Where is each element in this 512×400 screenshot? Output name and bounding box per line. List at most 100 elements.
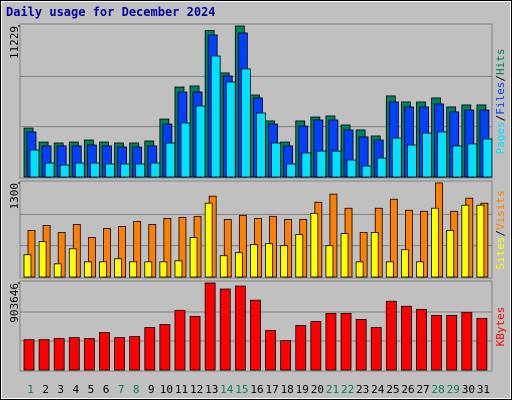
x-tick-label: 4 (73, 383, 80, 396)
bar (401, 305, 412, 371)
x-tick-label: 28 (432, 383, 445, 396)
x-tick-label: 7 (118, 383, 125, 396)
x-tick-label: 14 (220, 383, 234, 396)
bar (53, 263, 62, 278)
bar (44, 162, 55, 178)
x-tick-label: 24 (371, 383, 385, 396)
bar (359, 232, 368, 278)
legend: Pages/Files/Hits (494, 49, 507, 155)
bar (250, 244, 258, 278)
bar (23, 254, 32, 278)
x-tick-label: 19 (296, 383, 309, 396)
x-tick-label: 20 (311, 383, 324, 396)
x-tick-label: 9 (148, 383, 155, 396)
bar (180, 122, 191, 178)
bar (83, 261, 92, 278)
bar (23, 339, 35, 371)
bar (376, 157, 387, 178)
bar (461, 311, 473, 371)
bar (401, 249, 409, 278)
bar (135, 163, 146, 178)
bar (391, 137, 402, 178)
bar (431, 207, 440, 278)
x-tick-label: 22 (341, 383, 354, 396)
bar (310, 321, 322, 371)
bar (103, 228, 111, 278)
bar (189, 315, 201, 371)
bar (234, 285, 246, 371)
bar (446, 315, 458, 371)
legend: KBytes (494, 307, 507, 347)
x-tick-label: 11 (175, 383, 188, 396)
bar (431, 315, 443, 371)
legend-entry: Pages (494, 121, 507, 154)
legend: Sites/Visits (494, 190, 507, 270)
bar (329, 193, 338, 278)
bar (38, 241, 47, 278)
bar (178, 216, 187, 278)
bar (265, 330, 276, 371)
y-tick-label: 1300 (8, 183, 21, 210)
bar (83, 338, 95, 371)
bar (295, 325, 307, 371)
bar (159, 261, 168, 278)
x-tick-label: 31 (477, 383, 490, 396)
bar (57, 232, 66, 278)
bar (99, 332, 110, 371)
bar (144, 261, 153, 278)
bar (159, 324, 171, 371)
bar (482, 138, 493, 178)
x-tick-label: 23 (356, 383, 369, 396)
bar (129, 261, 138, 278)
bar (195, 105, 206, 178)
bar (265, 243, 273, 278)
bar (461, 204, 470, 278)
bar (271, 142, 281, 178)
bar (238, 214, 247, 278)
bar (467, 143, 478, 178)
legend-separator: / (494, 75, 507, 82)
legend-entry: KBytes (494, 307, 507, 347)
bar (68, 337, 80, 371)
bar (144, 327, 156, 371)
x-tick-label: 10 (160, 383, 173, 396)
bar (280, 245, 289, 278)
bar (240, 68, 251, 178)
bar (225, 81, 236, 178)
bar (405, 209, 413, 278)
x-tick-label: 26 (401, 383, 414, 396)
bar (340, 312, 352, 371)
bar (223, 218, 232, 278)
bar (174, 260, 183, 278)
y-tick-label: 903646 (8, 283, 21, 323)
bar (53, 338, 65, 371)
bar (59, 164, 70, 178)
bar (420, 210, 428, 278)
bar (389, 198, 398, 278)
bar (385, 261, 394, 278)
bar (87, 237, 96, 278)
bar (446, 230, 455, 278)
bar (355, 319, 367, 371)
bar (99, 261, 107, 278)
bar (437, 131, 448, 178)
bar (189, 237, 198, 278)
bar (38, 339, 50, 371)
bar (29, 149, 40, 178)
bar (331, 150, 342, 178)
bar (361, 165, 372, 178)
bar (316, 150, 327, 178)
bar (422, 132, 432, 178)
bar (118, 226, 126, 278)
bar (325, 312, 337, 371)
bar (301, 152, 312, 178)
legend-separator: / (494, 115, 507, 122)
bar (385, 300, 397, 371)
bar (148, 224, 157, 278)
bar (129, 336, 141, 371)
x-tick-label: 29 (447, 383, 460, 396)
bar (163, 217, 172, 278)
x-tick-label: 1 (27, 383, 34, 396)
x-tick-label: 3 (57, 383, 64, 396)
